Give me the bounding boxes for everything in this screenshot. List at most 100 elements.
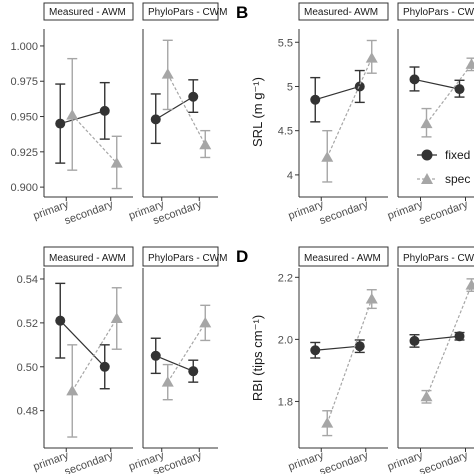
y-axis-label: SRL (m g⁻¹) bbox=[250, 77, 265, 147]
series-species bbox=[66, 57, 123, 190]
y-tick-label: 2.2 bbox=[278, 272, 293, 284]
facet-strip bbox=[298, 246, 389, 267]
y-tick-label: 0.54 bbox=[17, 274, 38, 286]
y-axis-label: RBI (tips cm⁻¹) bbox=[250, 315, 265, 401]
point bbox=[321, 417, 334, 428]
series-line bbox=[425, 284, 473, 398]
point bbox=[55, 315, 66, 326]
series-line bbox=[71, 318, 118, 392]
point bbox=[409, 74, 420, 85]
y-tick-label: 0.50 bbox=[17, 362, 38, 374]
facet-strip-label: PhyloPars - CWM bbox=[148, 253, 227, 264]
y-tick-label: 1.000 bbox=[10, 41, 38, 53]
series-species bbox=[161, 39, 212, 159]
series-fixed bbox=[409, 331, 465, 348]
point bbox=[420, 390, 433, 402]
point bbox=[454, 331, 465, 342]
facet-strip-label: Measured- AWM bbox=[304, 7, 378, 18]
point bbox=[99, 105, 110, 116]
point bbox=[365, 293, 378, 304]
legend-item-fixed: fixed bbox=[417, 148, 470, 162]
y-tick-label: 1.8 bbox=[278, 396, 293, 408]
series-line bbox=[71, 114, 118, 164]
point bbox=[99, 361, 110, 372]
point bbox=[354, 81, 365, 92]
point bbox=[199, 138, 212, 150]
series-species bbox=[161, 304, 212, 401]
point bbox=[110, 157, 123, 168]
series-fixed bbox=[409, 66, 465, 98]
facet-strip bbox=[397, 2, 474, 21]
series-fixed bbox=[150, 337, 199, 383]
panel-letter: D bbox=[236, 247, 248, 266]
series-line bbox=[315, 345, 360, 351]
point bbox=[310, 94, 321, 105]
series-species bbox=[321, 289, 378, 437]
series-fixed bbox=[150, 79, 199, 145]
point bbox=[465, 279, 474, 290]
legend-symbol bbox=[421, 173, 433, 184]
point bbox=[110, 312, 123, 323]
y-tick-label: 5 bbox=[287, 81, 293, 93]
facet-strip-label: Measured - AWM bbox=[304, 253, 381, 264]
facet-strip bbox=[298, 2, 389, 21]
x-tick-label: secondary bbox=[418, 449, 470, 474]
legend: fixed spec bbox=[417, 148, 470, 186]
point bbox=[321, 151, 334, 162]
point bbox=[310, 345, 321, 356]
point bbox=[465, 58, 474, 69]
x-tick-label: secondary bbox=[318, 198, 370, 227]
facet-strip bbox=[43, 2, 134, 21]
series-fixed bbox=[310, 69, 365, 123]
legend-symbol bbox=[421, 149, 433, 161]
point bbox=[66, 109, 79, 120]
y-tick-label: 0.900 bbox=[10, 182, 38, 194]
legend-label: spec bbox=[445, 172, 470, 186]
point bbox=[161, 376, 174, 387]
facet-strip-label: PhyloPars - CWM bbox=[403, 7, 474, 18]
y-tick-label: 4.5 bbox=[278, 126, 293, 138]
x-tick-label: secondary bbox=[63, 449, 115, 474]
series-line bbox=[315, 85, 360, 101]
y-tick-label: 0.975 bbox=[10, 76, 38, 88]
point bbox=[199, 316, 212, 328]
series-line bbox=[167, 322, 206, 383]
point bbox=[454, 84, 465, 95]
point bbox=[150, 350, 161, 361]
y-tick-label: 5.5 bbox=[278, 37, 293, 49]
point bbox=[188, 366, 199, 377]
point bbox=[365, 52, 378, 63]
facet-strip bbox=[142, 2, 219, 21]
series-fixed bbox=[55, 282, 110, 390]
series-line bbox=[59, 320, 106, 368]
series-line bbox=[414, 78, 460, 90]
point bbox=[420, 117, 433, 129]
series-line bbox=[60, 110, 105, 125]
y-tick-label: 0.925 bbox=[10, 147, 38, 159]
point bbox=[354, 341, 365, 352]
point bbox=[188, 91, 199, 102]
series-species bbox=[66, 287, 123, 438]
series-species bbox=[420, 57, 474, 138]
x-tick-label: secondary bbox=[63, 198, 115, 227]
series-line bbox=[155, 355, 194, 372]
facet-strip bbox=[142, 246, 219, 267]
series-line bbox=[326, 298, 373, 424]
facet-strip-label: PhyloPars - CWM bbox=[403, 253, 474, 264]
point bbox=[55, 118, 66, 129]
point bbox=[409, 335, 420, 346]
series-line bbox=[155, 96, 194, 120]
y-tick-label: 0.52 bbox=[17, 318, 38, 330]
series-species bbox=[321, 39, 378, 183]
facet-strip bbox=[397, 246, 474, 267]
